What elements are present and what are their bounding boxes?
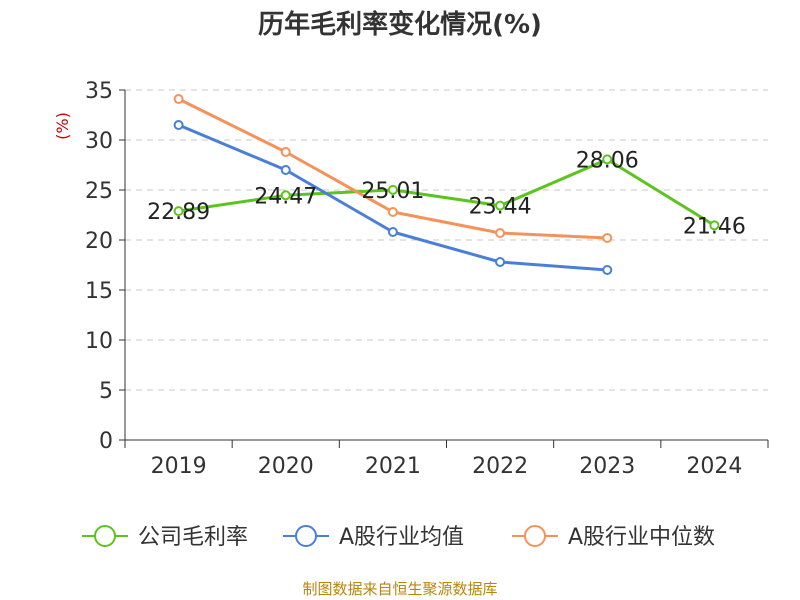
data-label: 23.44 (469, 195, 532, 220)
data-point[interactable] (173, 94, 184, 104)
series-2 (173, 120, 613, 275)
series-layer (173, 94, 720, 275)
x-tick-label: 2022 (472, 454, 528, 479)
series-1 (173, 154, 720, 231)
x-tick-label: 2021 (365, 454, 421, 479)
data-point[interactable] (602, 265, 613, 275)
y-tick-label: 0 (99, 429, 113, 454)
data-labels: 22.89 24.47 25.01 23.44 28.06 21.46 (147, 148, 746, 239)
legend-marker (295, 525, 317, 547)
legend[interactable]: 公司毛利率 A股行业均值 A股行业中位数 (82, 525, 715, 550)
y-tick-label: 35 (85, 79, 113, 104)
data-point[interactable] (280, 147, 291, 157)
chart-title: 历年毛利率变化情况(%) (258, 9, 542, 40)
legend-label: 公司毛利率 (138, 525, 248, 550)
data-point[interactable] (173, 120, 184, 130)
axes: 0 5 10 15 20 25 30 35 2019 2020 2021 2022 2023 2024 (85, 79, 769, 479)
data-label: 24.47 (254, 184, 317, 209)
legend-label: A股行业中位数 (568, 525, 715, 550)
y-tick-label: 15 (85, 279, 113, 304)
legend-label: A股行业均值 (339, 525, 464, 550)
data-point[interactable] (602, 154, 613, 165)
data-point[interactable] (280, 165, 291, 175)
y-axis-label: (%) (53, 112, 72, 140)
legend-marker (524, 525, 546, 547)
series-line (177, 97, 608, 240)
x-tick-label: 2023 (579, 454, 635, 479)
y-tick-label: 25 (85, 179, 113, 204)
y-tick-label: 20 (85, 229, 113, 254)
legend-item[interactable]: 公司毛利率 (82, 525, 248, 550)
data-point[interactable] (495, 257, 506, 267)
data-label: 22.89 (147, 200, 210, 225)
data-point[interactable] (709, 220, 720, 231)
y-tick-label: 5 (99, 379, 113, 404)
x-tick-label: 2019 (151, 454, 207, 479)
legend-item[interactable]: A股行业中位数 (512, 525, 715, 550)
data-point[interactable] (602, 233, 613, 243)
y-tick-label: 30 (85, 129, 113, 154)
data-point[interactable] (387, 184, 398, 195)
series-line (178, 157, 716, 227)
data-label: 21.46 (683, 214, 746, 239)
data-point[interactable] (495, 200, 506, 211)
data-point[interactable] (495, 228, 506, 238)
data-point[interactable] (387, 227, 398, 237)
data-point[interactable] (280, 190, 291, 201)
data-point[interactable] (387, 207, 398, 217)
series-3 (173, 94, 613, 243)
grid-lines (125, 89, 768, 391)
x-tick-label: 2024 (686, 454, 742, 479)
data-label: 25.01 (361, 179, 424, 204)
data-point[interactable] (173, 206, 184, 217)
legend-marker (94, 525, 116, 547)
y-tick-label: 10 (85, 329, 113, 354)
data-label: 28.06 (576, 148, 639, 173)
source-note: 制图数据来自恒生聚源数据库 (302, 580, 497, 598)
legend-item[interactable]: A股行业均值 (283, 525, 464, 550)
x-tick-label: 2020 (258, 454, 314, 479)
